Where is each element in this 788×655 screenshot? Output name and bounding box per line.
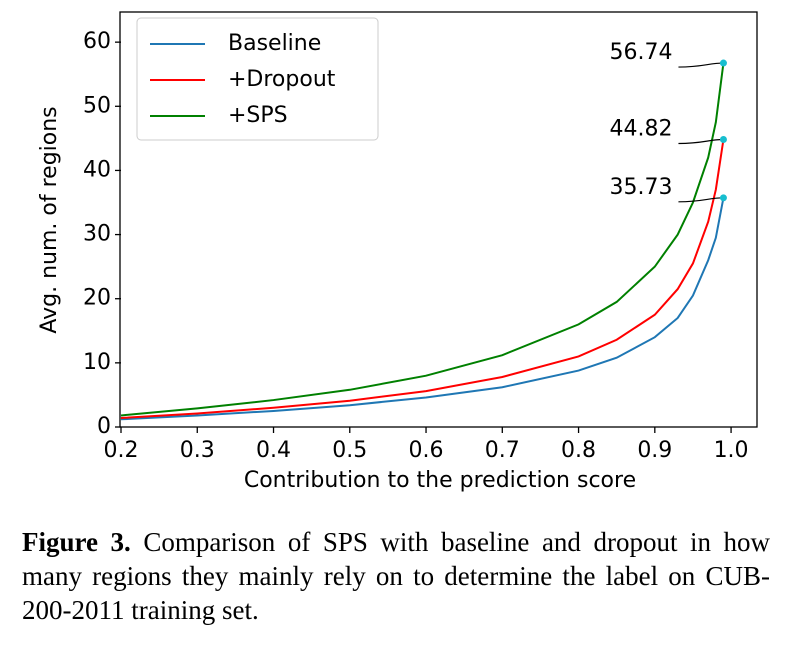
legend-label: +SPS — [228, 103, 288, 128]
y-tick-label: 20 — [83, 286, 111, 311]
value-label: 35.73 — [609, 175, 672, 200]
legend-label: Baseline — [228, 31, 321, 56]
endpoint — [719, 136, 727, 144]
x-axis-label: Contribution to the prediction score — [244, 468, 636, 493]
y-tick-label: 40 — [83, 157, 111, 182]
x-tick-label: 0.6 — [409, 438, 444, 463]
annotation-leader — [678, 62, 724, 68]
annotation-leader — [678, 138, 724, 145]
caption: Figure 3. Comparison of SPS with baselin… — [22, 525, 770, 627]
x-tick-label: 1.0 — [714, 438, 749, 463]
y-tick-label: 30 — [83, 222, 111, 247]
caption-text: Comparison of SPS with baseline and drop… — [22, 527, 770, 625]
line-series — [120, 139, 725, 420]
value-label: 56.74 — [609, 40, 672, 65]
y-tick-label: 60 — [83, 29, 111, 54]
legend-label: +Dropout — [228, 67, 336, 92]
caption-label: Figure 3. — [22, 527, 131, 557]
x-tick-label: 0.2 — [104, 438, 139, 463]
plot-frame — [119, 11, 758, 428]
y-axis-label: Avg. num. of regions — [37, 106, 62, 333]
legend-box — [136, 17, 379, 141]
x-tick-label: 0.9 — [637, 438, 672, 463]
chart: Contribution to the prediction score Avg… — [37, 11, 758, 493]
line-series — [120, 197, 725, 421]
x-tick-label: 0.3 — [180, 438, 215, 463]
annotation-leader — [678, 197, 724, 203]
value-label: 44.82 — [609, 117, 672, 142]
x-tick-label: 0.8 — [561, 438, 596, 463]
endpoint — [719, 194, 727, 202]
endpoint — [719, 59, 727, 67]
y-tick-label: 50 — [83, 93, 111, 118]
line-series — [120, 62, 725, 417]
x-tick-label: 0.4 — [256, 438, 291, 463]
x-tick-label: 0.7 — [485, 438, 520, 463]
y-tick-label: 0 — [97, 414, 111, 439]
x-tick-label: 0.5 — [332, 438, 367, 463]
y-tick-label: 10 — [83, 350, 111, 375]
